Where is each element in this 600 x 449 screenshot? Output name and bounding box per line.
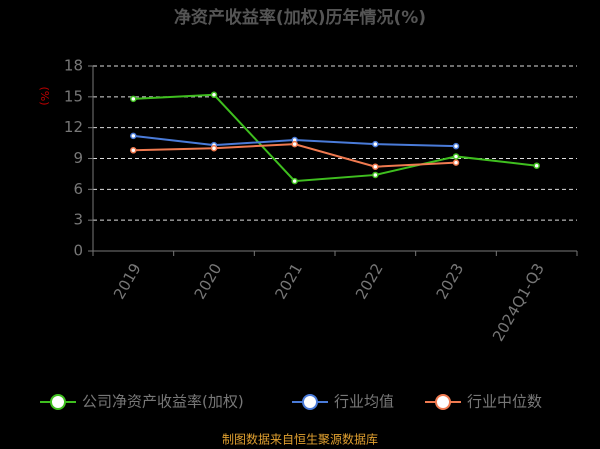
point — [372, 171, 379, 179]
y-axis-label: (%) — [38, 86, 51, 105]
y-tick-label: 6 — [73, 180, 83, 198]
source-note: 制图数据来自恒生聚源数据库 — [222, 432, 378, 447]
point — [130, 147, 137, 154]
point — [533, 162, 540, 169]
series-line — [133, 143, 457, 168]
legend-label: 行业中位数 — [467, 393, 542, 411]
point — [372, 163, 379, 170]
point — [372, 140, 379, 148]
chart-title: 净资产收益率(加权)历年情况(%) — [174, 7, 426, 28]
y-tick-label: 9 — [73, 149, 83, 167]
point — [210, 91, 218, 99]
legend-marker — [435, 394, 451, 410]
x-tick-label: 2021 — [271, 260, 306, 302]
y-tick-label: 3 — [73, 211, 83, 229]
legend-marker — [50, 394, 66, 410]
y-tick-label: 0 — [73, 242, 83, 260]
x-tick-label: 2022 — [352, 260, 387, 302]
point — [452, 153, 460, 160]
point — [291, 177, 298, 185]
series-line — [133, 93, 537, 183]
legend-marker — [302, 394, 318, 410]
legend-label: 行业均值 — [334, 393, 394, 411]
point — [130, 95, 137, 103]
x-tick-label: 2023 — [433, 260, 468, 302]
y-tick-label: 18 — [64, 57, 83, 75]
y-tick-label: 12 — [64, 118, 83, 136]
point — [452, 159, 460, 166]
point — [291, 140, 298, 148]
y-tick-label: 15 — [64, 87, 83, 105]
x-tick-label: 2019 — [110, 260, 145, 302]
point — [210, 144, 218, 152]
legend-label: 公司净资产收益率(加权) — [82, 393, 244, 411]
x-tick-label: 2024Q1-Q3 — [489, 260, 548, 344]
x-tick-label: 2020 — [191, 260, 226, 302]
point — [130, 132, 137, 140]
point — [452, 142, 460, 150]
